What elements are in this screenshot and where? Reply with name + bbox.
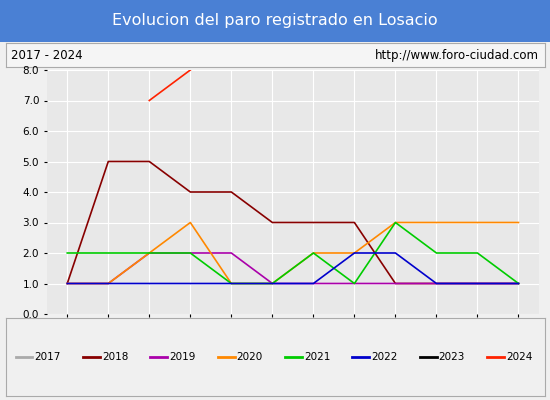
Text: http://www.foro-ciudad.com: http://www.foro-ciudad.com [375, 49, 539, 62]
Text: 2017: 2017 [35, 352, 61, 362]
Text: Evolucion del paro registrado en Losacio: Evolucion del paro registrado en Losacio [112, 13, 438, 28]
Text: 2017 - 2024: 2017 - 2024 [11, 49, 82, 62]
Text: 2023: 2023 [439, 352, 465, 362]
Text: 2019: 2019 [169, 352, 196, 362]
Text: 2022: 2022 [371, 352, 398, 362]
Text: 2024: 2024 [506, 352, 532, 362]
Text: 2021: 2021 [304, 352, 331, 362]
Text: 2020: 2020 [236, 352, 263, 362]
Text: 2018: 2018 [102, 352, 128, 362]
